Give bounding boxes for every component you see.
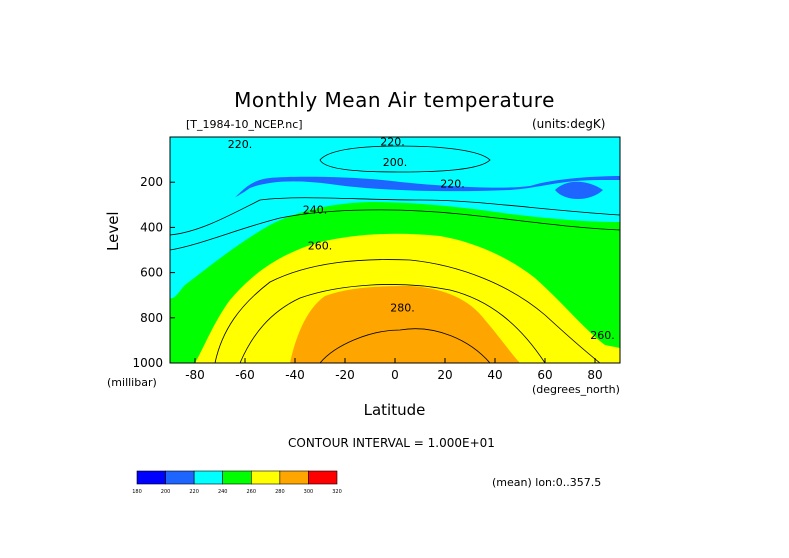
cap-blue-right [555,181,603,199]
contour-label: 200. [383,156,408,169]
page-title: Monthly Mean Air temperature [234,88,555,112]
colorbar-label: 280 [275,489,285,495]
x-tick-label: 20 [437,368,452,382]
x-tick-label: 0 [391,368,399,382]
contour-label: 220. [228,138,253,151]
x-tick-label: -60 [235,368,255,382]
y-tick-label: 200 [140,175,163,189]
colorbar-label: 220 [189,489,199,495]
x-tick-label: -40 [285,368,305,382]
x-tick-label: -20 [335,368,355,382]
colorbar-swatch [193,470,224,485]
file-label: [T_1984-10_NCEP.nc] [186,118,303,131]
contour-label: 220. [440,177,465,190]
contour-label: 240. [303,203,328,216]
x-tick-label: 80 [587,368,602,382]
colorbar-label: 320 [332,489,342,495]
mean-note: (mean) lon:0..357.5 [492,476,602,489]
contour-label: 260. [308,239,333,252]
contour-label: 220. [380,136,405,149]
y-tick-label: 400 [140,220,163,234]
contour-label: 280. [390,302,415,315]
colorbar-swatch [222,470,252,485]
contour-interval-note: CONTOUR INTERVAL = 1.000E+01 [288,436,495,450]
y-axis-unit: (millibar) [107,376,157,389]
x-axis-label: Latitude [363,401,426,419]
colorbar-swatch [136,470,166,485]
x-tick-label: 40 [487,368,502,382]
x-axis-unit: (degrees_north) [532,383,620,396]
colorbar-label: 260 [247,489,257,495]
y-tick-label: 1000 [132,356,163,370]
y-tick-label: 800 [140,311,163,325]
colorbar-swatch [308,470,338,485]
y-axis-label: Level [104,211,122,251]
colorbar-swatch [165,470,195,485]
colorbar-swatch [279,470,309,485]
colorbar-swatch [250,470,281,485]
band-280-300 [290,286,520,363]
colorbar-label: 180 [132,489,142,495]
units-label: (units:degK) [532,117,606,131]
colorbar-label: 200 [161,489,171,495]
y-tick-label: 600 [140,266,163,280]
band-220-240 [170,137,620,213]
x-tick-label: -80 [185,368,205,382]
x-tick-label: 60 [537,368,552,382]
colorbar-label: 240 [218,489,228,495]
colorbar-label: 300 [304,489,314,495]
contour-label: 260. [590,329,615,342]
